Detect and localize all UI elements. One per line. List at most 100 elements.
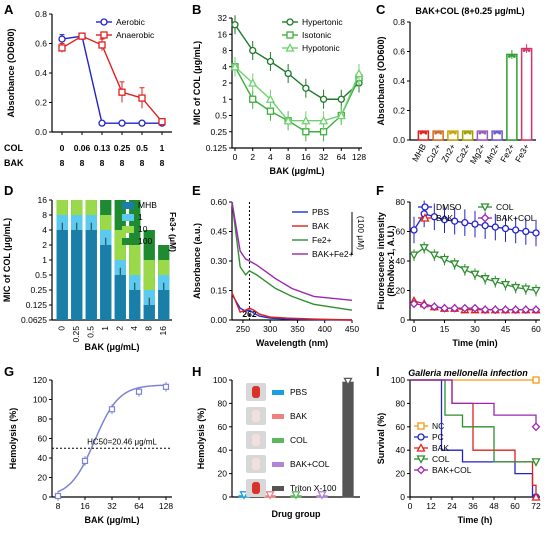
y-axis-label: Absorbance (OD600) — [376, 36, 386, 125]
x-tick-label: 32 — [319, 152, 329, 162]
data-point — [480, 275, 490, 284]
panel-f: F 0 20 40 60 80 0 15 30 45 60 Fluorescence intensit… — [376, 183, 541, 348]
data-point — [522, 227, 530, 236]
bar-segment — [143, 305, 155, 320]
y-tick-label: 0.45 — [210, 227, 227, 237]
data-point — [419, 244, 429, 253]
panel-g: G 0 20 40 60 80 100 120 8 16 32 64 128 Hemolysis (%) B… — [4, 364, 173, 525]
data-point — [317, 491, 327, 500]
x-axis-label: Time (h) — [458, 515, 493, 525]
data-point — [501, 224, 510, 233]
y-tick-label: 0.6 — [35, 39, 47, 49]
x-tick-label: 0.5 — [85, 326, 95, 338]
series-line — [61, 35, 163, 123]
bak-value: 8 — [100, 158, 105, 168]
y-axis-label: Fluorescence intensity — [376, 212, 386, 310]
x-tick-label: 4 — [268, 152, 273, 162]
y-tick-label: 4 — [222, 62, 227, 72]
x-tick-label: 4 — [129, 326, 139, 331]
legend-label: COL — [496, 202, 514, 212]
data-point — [532, 229, 540, 237]
data-point — [512, 226, 520, 234]
replicate-dot — [434, 131, 438, 135]
y-tick-label: 60 — [396, 422, 406, 432]
col-value: 0.25 — [114, 143, 131, 153]
y-tick-label: 0 — [222, 492, 227, 502]
data-point — [480, 305, 490, 315]
replicate-dot — [512, 55, 516, 58]
survival-curve — [410, 379, 537, 497]
data-point — [285, 43, 295, 52]
data-point — [531, 305, 541, 315]
bar-segment — [158, 290, 170, 320]
y-tick-label: 0.15 — [210, 286, 227, 296]
tube-sample — [252, 482, 260, 494]
x-tick-label: 60 — [531, 324, 541, 334]
data-point — [78, 32, 86, 40]
col-value: 0.13 — [94, 143, 111, 153]
y-tick-label: 0.8 — [35, 9, 47, 19]
data-point — [138, 94, 146, 102]
legend-label: Hypertonic — [302, 17, 343, 27]
panel-letter: B — [192, 2, 201, 17]
y-tick-label: 60 — [396, 227, 406, 237]
data-point — [318, 115, 329, 125]
y-tick-label: 2 — [222, 78, 227, 88]
data-point — [336, 110, 346, 120]
col-value: 1 — [160, 143, 165, 153]
data-point — [480, 213, 490, 223]
y-axis-label: MIC of COL (μg/mL) — [192, 41, 202, 125]
y-tick-label: 1 — [42, 255, 47, 265]
panel-letter: E — [192, 183, 201, 198]
y-tick-label: 0.30 — [210, 256, 227, 266]
y-tick-label: 16 — [218, 29, 228, 39]
panel-c: C BAK+COL (8+0.25 μg/mL) 0.0 0.2 0.4 0.6 0.8 Ab… — [376, 2, 536, 166]
data-point — [416, 455, 426, 464]
x-tick-label: 36 — [468, 501, 478, 511]
replicate-dot — [448, 131, 452, 135]
data-point — [138, 119, 146, 127]
data-point — [439, 255, 450, 265]
panel-i: I Galleria mellonella infection 0 20 40 60 80 1… — [376, 364, 541, 525]
data-point — [100, 31, 108, 39]
y-axis-label: MIC of COL (μg/mL) — [2, 218, 12, 302]
data-point — [480, 203, 490, 212]
data-point — [429, 251, 439, 260]
data-point — [265, 491, 275, 500]
legend-swatch — [122, 238, 134, 245]
data-point — [301, 115, 311, 125]
bar-segment — [114, 275, 126, 320]
panel-letter: C — [376, 2, 386, 17]
data-point — [481, 221, 489, 230]
y-axis-label: Hemolysis (%) — [196, 408, 206, 470]
series-line — [61, 35, 162, 124]
data-point — [419, 300, 429, 310]
spectrum-line — [231, 201, 353, 311]
x-tick-label: 16 — [301, 152, 311, 162]
data-point — [491, 223, 499, 231]
legend-label: BAK — [290, 411, 307, 421]
peak-marker-label: 262 — [242, 309, 256, 319]
x-axis-label: BAK (μg/mL) — [85, 515, 140, 525]
replicate-dot — [478, 131, 482, 135]
x-tick-label: 64 — [134, 501, 144, 511]
data-point — [158, 118, 166, 126]
data-point — [416, 465, 426, 475]
y-tick-label: 0.125 — [206, 143, 228, 153]
panel-e: E 0.00 0.15 0.30 0.45 0.60 250 300 350 400 450 Abso… — [192, 183, 366, 348]
data-point — [135, 388, 143, 395]
data-point — [231, 21, 239, 29]
legend-label: NC — [432, 421, 444, 431]
x-tick-label: Fe2+ — [498, 142, 516, 164]
legend-label: PBS — [312, 207, 329, 217]
x-tick-label: 8 — [56, 501, 61, 511]
data-point — [249, 95, 257, 103]
data-point — [420, 213, 430, 222]
survival-curve — [410, 379, 536, 463]
replicate-dot — [453, 131, 457, 135]
y-tick-label: 40 — [396, 256, 406, 266]
y-tick-label: 20 — [396, 469, 406, 479]
x-tick-label: 450 — [345, 324, 359, 334]
data-point — [429, 302, 439, 312]
